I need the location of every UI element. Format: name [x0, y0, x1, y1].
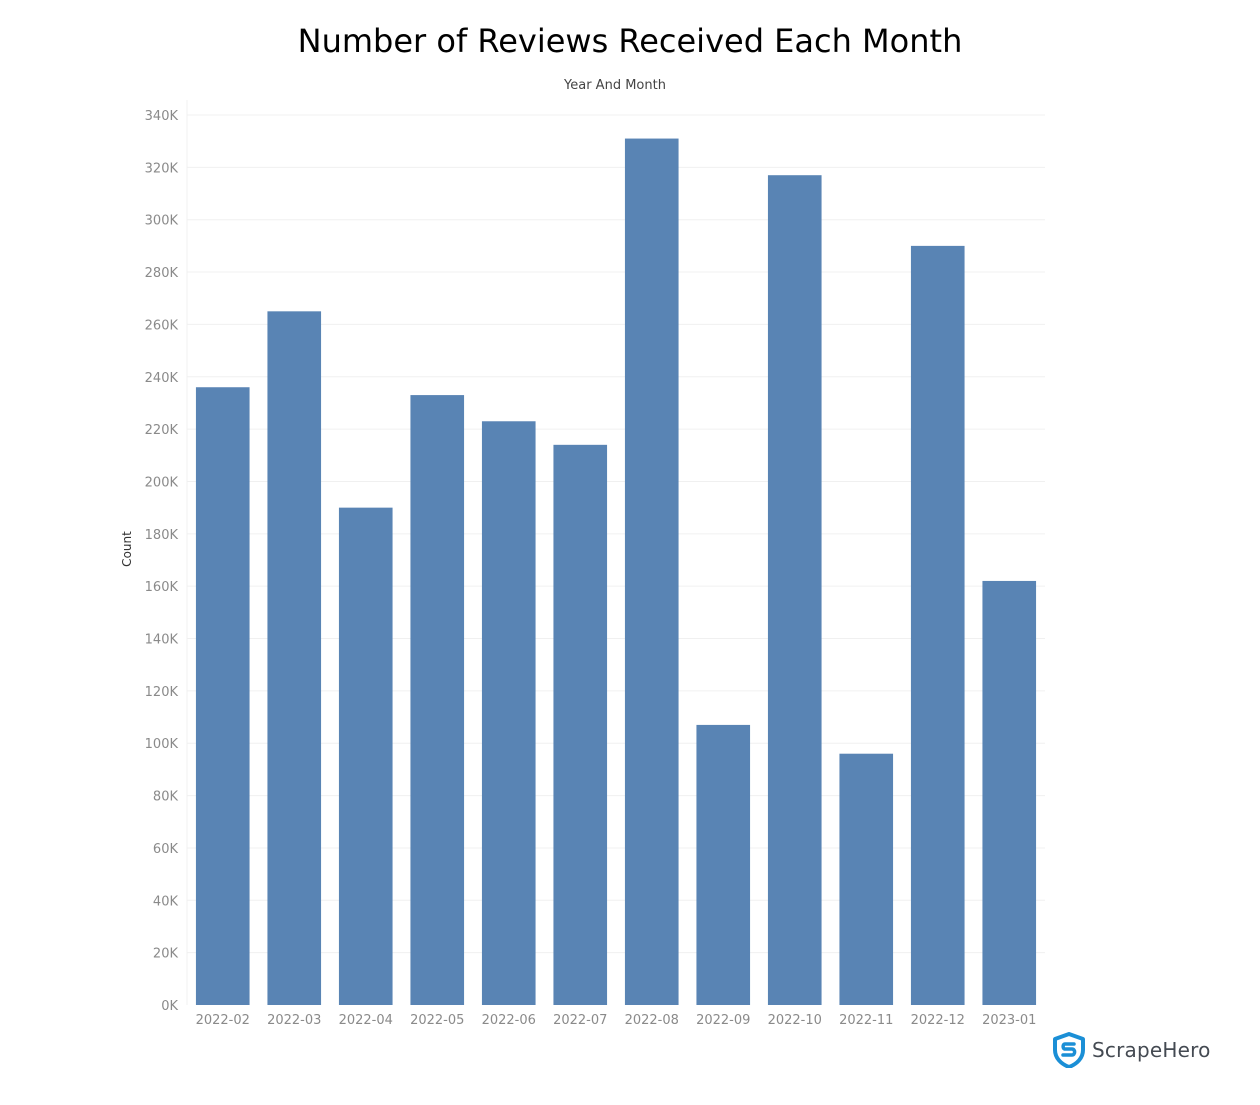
x-axis-title: Year And Month	[563, 78, 666, 93]
bar-2022-03	[267, 311, 322, 1006]
x-tick-label: 2022-12	[911, 1013, 965, 1028]
x-tick-labels: 2022-02 2022-03 2022-04 2022-05 2022-06 2022-…	[196, 1013, 1037, 1028]
y-tick-label: 160K	[145, 580, 179, 595]
y-tick-label: 200K	[145, 475, 179, 490]
y-tick-labels: 0K 20K 40K 60K 80K 100K 120K 140K 160K 180K 200K 22…	[145, 109, 179, 1014]
y-tick-label: 220K	[145, 423, 179, 438]
y-tick-label: 60K	[153, 842, 179, 857]
y-tick-label: 140K	[145, 633, 179, 648]
y-tick-label: 260K	[145, 318, 179, 333]
bar-2022-06	[481, 421, 536, 1005]
bars	[195, 138, 1037, 1006]
x-tick-label: 2022-11	[839, 1013, 893, 1028]
y-tick-label: 40K	[153, 894, 179, 909]
bar-2022-09	[696, 724, 751, 1005]
bar-2023-01	[982, 580, 1037, 1005]
y-tick-label: 240K	[145, 371, 179, 386]
x-tick-label: 2022-06	[482, 1013, 536, 1028]
bar-2022-02	[195, 387, 250, 1005]
y-tick-label: 320K	[145, 161, 179, 176]
y-tick-label: 80K	[153, 790, 179, 805]
y-tick-label: 120K	[145, 685, 179, 700]
shield-s-icon	[1053, 1032, 1085, 1068]
x-tick-label: 2022-05	[410, 1013, 464, 1028]
x-tick-label: 2022-10	[768, 1013, 822, 1028]
grid-lines	[186, 100, 1045, 1005]
x-tick-label: 2022-07	[553, 1013, 607, 1028]
bar-2022-12	[910, 245, 965, 1006]
y-tick-label: 0K	[161, 999, 178, 1014]
bar-2022-04	[338, 507, 393, 1005]
y-tick-label: 340K	[145, 109, 179, 124]
bar-2022-07	[553, 444, 608, 1006]
y-tick-label: 280K	[145, 266, 179, 281]
bar-2022-11	[839, 753, 894, 1005]
chart-title: Number of Reviews Received Each Month	[297, 22, 963, 60]
x-tick-label: 2023-01	[982, 1013, 1036, 1028]
x-tick-label: 2022-09	[696, 1013, 750, 1028]
y-tick-label: 20K	[153, 947, 179, 962]
x-tick-label: 2022-03	[267, 1013, 321, 1028]
logo-text: ScrapeHero	[1092, 1038, 1211, 1062]
x-tick-label: 2022-02	[196, 1013, 250, 1028]
y-tick-label: 100K	[145, 737, 179, 752]
scrapehero-logo: ScrapeHero	[1052, 1032, 1211, 1068]
bar-2022-08	[624, 138, 679, 1005]
bar-2022-10	[767, 175, 822, 1006]
y-tick-label: 180K	[145, 528, 179, 543]
x-tick-label: 2022-04	[339, 1013, 393, 1028]
bar-2022-05	[410, 395, 465, 1005]
y-tick-label: 300K	[145, 214, 179, 229]
y-axis-title: Count	[120, 531, 134, 567]
x-tick-label: 2022-08	[625, 1013, 679, 1028]
